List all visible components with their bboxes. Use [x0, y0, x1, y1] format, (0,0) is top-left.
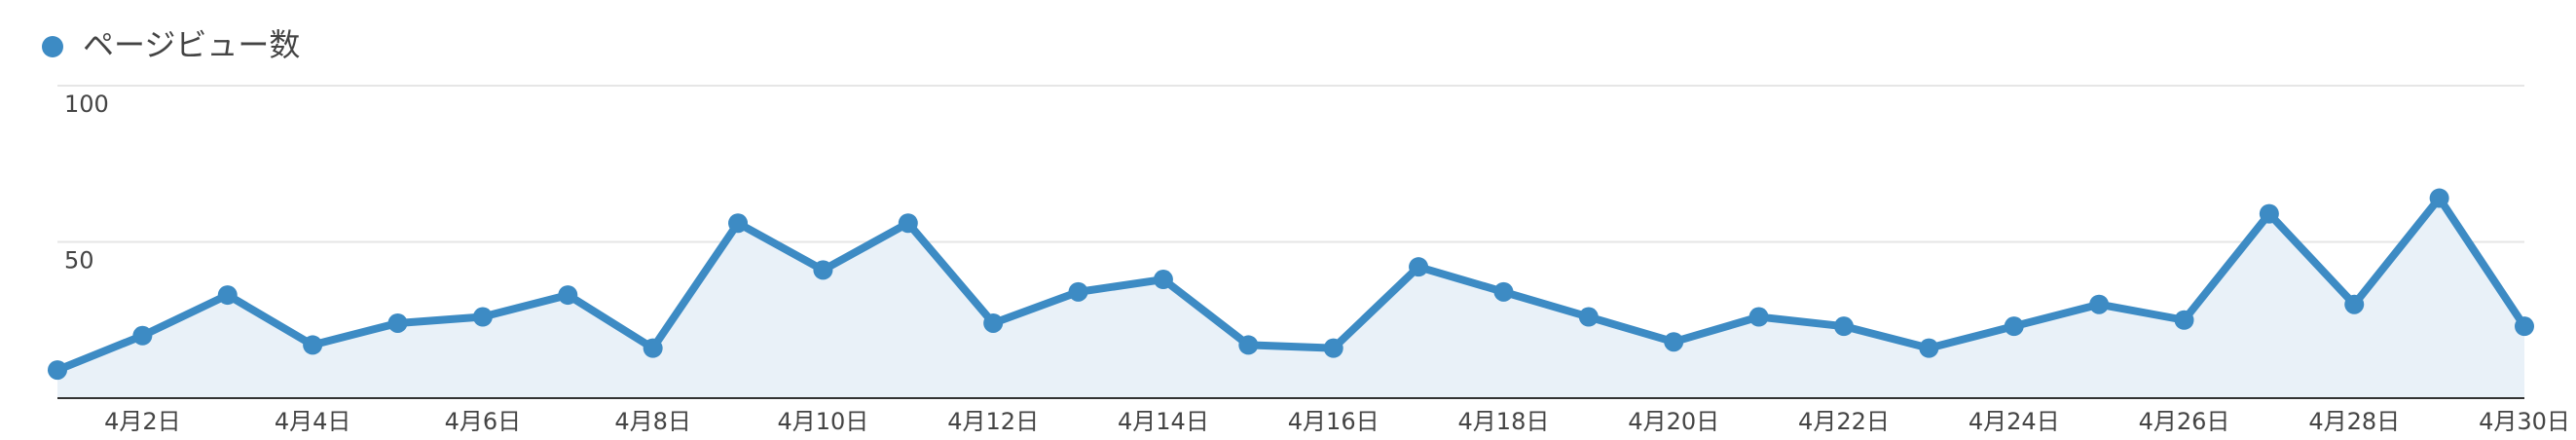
line	[55, 194, 2528, 374]
x-tick-label: 4月24日	[1969, 408, 2060, 435]
point	[2429, 188, 2449, 208]
point	[1238, 335, 1259, 355]
x-tick-label: 4月30日	[2479, 408, 2570, 435]
point	[2004, 316, 2024, 337]
point	[1068, 281, 1088, 302]
point	[1323, 338, 1343, 358]
point	[1153, 270, 1173, 290]
point	[1493, 281, 1514, 302]
point	[472, 307, 493, 327]
point	[387, 312, 408, 333]
point	[48, 360, 67, 381]
point	[2259, 203, 2279, 224]
point	[1748, 307, 1769, 327]
point	[643, 338, 663, 358]
x-tick-label: 4月2日	[104, 408, 181, 435]
x-tick-label: 4月14日	[1118, 408, 1209, 435]
point	[983, 312, 1004, 333]
point	[2089, 294, 2110, 314]
x-tick-label: 4月20日	[1628, 408, 1719, 435]
point	[217, 285, 238, 306]
point	[132, 325, 153, 346]
point	[728, 213, 749, 234]
point	[1578, 307, 1599, 327]
point	[813, 260, 833, 280]
x-tick-label: 4月4日	[275, 408, 351, 435]
point	[558, 285, 578, 306]
x-tick-label: 4月8日	[614, 408, 691, 435]
point	[2515, 316, 2534, 337]
x-tick-label: 4月22日	[1798, 408, 1890, 435]
x-tick-label: 4月12日	[947, 408, 1039, 435]
area	[57, 198, 2524, 398]
y-tick-label: 50	[64, 247, 94, 275]
y-tick-label: 100	[64, 91, 109, 118]
point	[898, 213, 918, 234]
point	[1919, 338, 1939, 358]
x-tick-label: 4月28日	[2308, 408, 2400, 435]
point	[1409, 257, 1429, 277]
point	[2174, 310, 2194, 330]
x-tick-label: 4月6日	[445, 408, 522, 435]
x-tick-label: 4月10日	[778, 408, 869, 435]
x-tick-label: 4月16日	[1288, 408, 1380, 435]
point	[1833, 316, 1854, 337]
point	[303, 335, 323, 355]
x-tick-label: 4月18日	[1458, 408, 1550, 435]
legend-label: ページビュー数	[83, 26, 300, 63]
x-tick-label: 4月26日	[2139, 408, 2230, 435]
point	[1664, 332, 1684, 352]
point	[2344, 294, 2365, 314]
legend-marker	[42, 36, 63, 57]
